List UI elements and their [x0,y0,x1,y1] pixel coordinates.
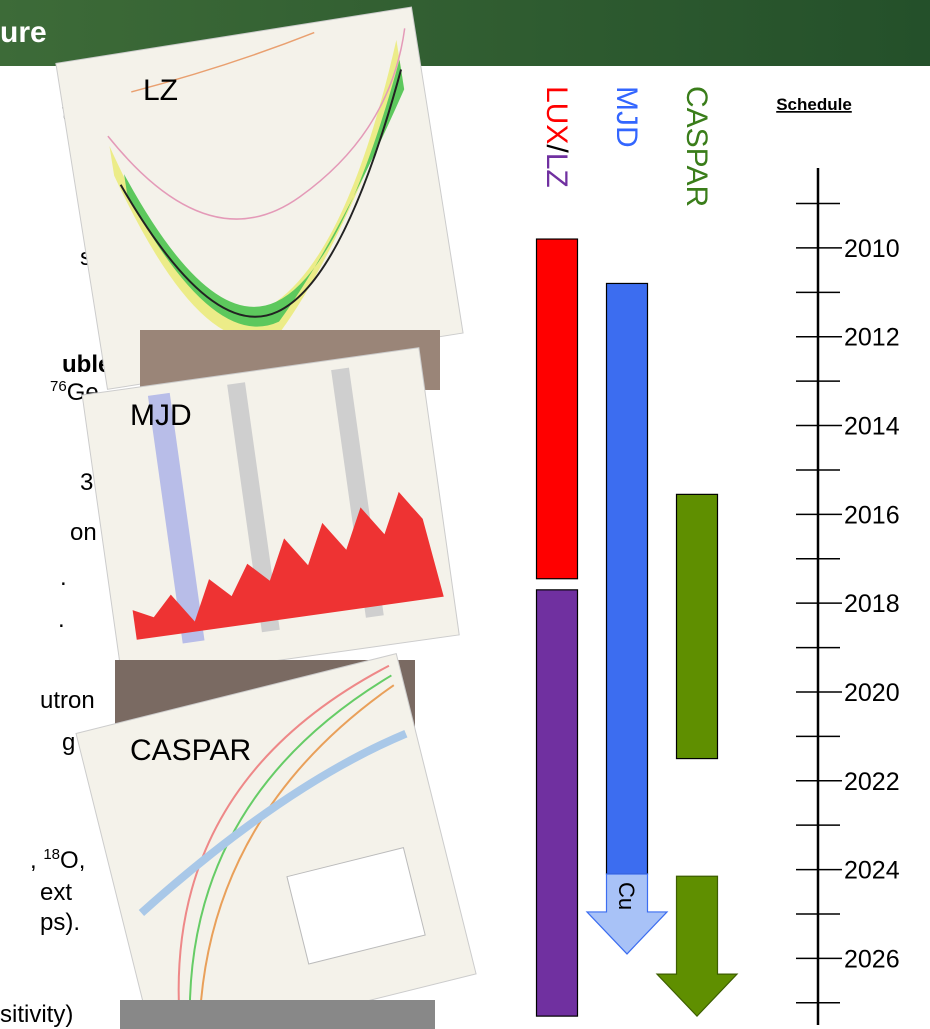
y-tick-label: 2016 [844,501,900,529]
text-fragment: utron [40,687,95,714]
superscript: 18 [43,846,60,863]
y-tick-label: 2024 [844,857,900,885]
header-title: ure [0,16,47,49]
y-tick-label: 2022 [844,768,900,796]
panel-label: LZ [143,74,178,107]
schedule-bar [537,590,578,1016]
arrow-label: Cu [614,882,639,910]
text-part: utron [40,687,95,714]
text-part: O, [60,847,85,874]
text-fragment: . [58,606,65,633]
label-part: LUX [540,86,573,144]
text-fragment: . [60,564,67,591]
text-part: on [70,519,97,546]
text-part: g [62,729,75,756]
text-fragment: ps). [40,909,80,936]
y-tick-label: 2010 [844,235,900,263]
text-fragment: on [70,519,97,546]
text-fragment: g [62,729,75,756]
text-fragment: ext [40,879,72,906]
text-fragment: sitivity) [0,1001,73,1028]
text-part: sitivity) [0,1001,73,1028]
label-part: MJD [610,86,643,148]
schedule-bar [537,239,578,579]
schedule-arrow [657,876,737,1016]
text-part: ps). [40,909,80,936]
label-part: CASPAR [680,86,713,207]
text-fragment: , 18O, [30,846,85,874]
y-tick-label: 2014 [844,413,900,441]
row-label: LUX/LZ [540,86,573,188]
text-part: ext [40,879,72,906]
text-part: , [30,847,43,874]
y-tick-label: 2012 [844,324,900,352]
superscript: 76 [50,378,67,395]
panel-label: CASPAR [130,734,251,767]
label-part: LZ [540,153,573,188]
photo [120,1000,435,1029]
y-tick-label: 2020 [844,679,900,707]
text-part: 3 [80,469,93,496]
schedule-title: Schedule [776,95,852,114]
row-label: CASPAR [680,86,713,207]
y-tick-label: 2018 [844,590,900,618]
schedule-bar [607,283,648,874]
text-part: . [60,564,67,591]
timeline: 2010 2012 2014 2016 2018 2020 2022 2024 2026 LUX/… [537,86,900,1025]
schedule-bar [677,494,718,758]
text-fragment: 3 [80,469,93,496]
mjd-panel [82,348,459,682]
y-tick-label: 2026 [844,945,900,973]
text-part: . [58,606,65,633]
panel-label: MJD [130,399,192,432]
slide: ure thinwstuble-76Ge3on..utrong, 18O,ext… [0,0,930,1029]
row-label: MJD [610,86,643,148]
